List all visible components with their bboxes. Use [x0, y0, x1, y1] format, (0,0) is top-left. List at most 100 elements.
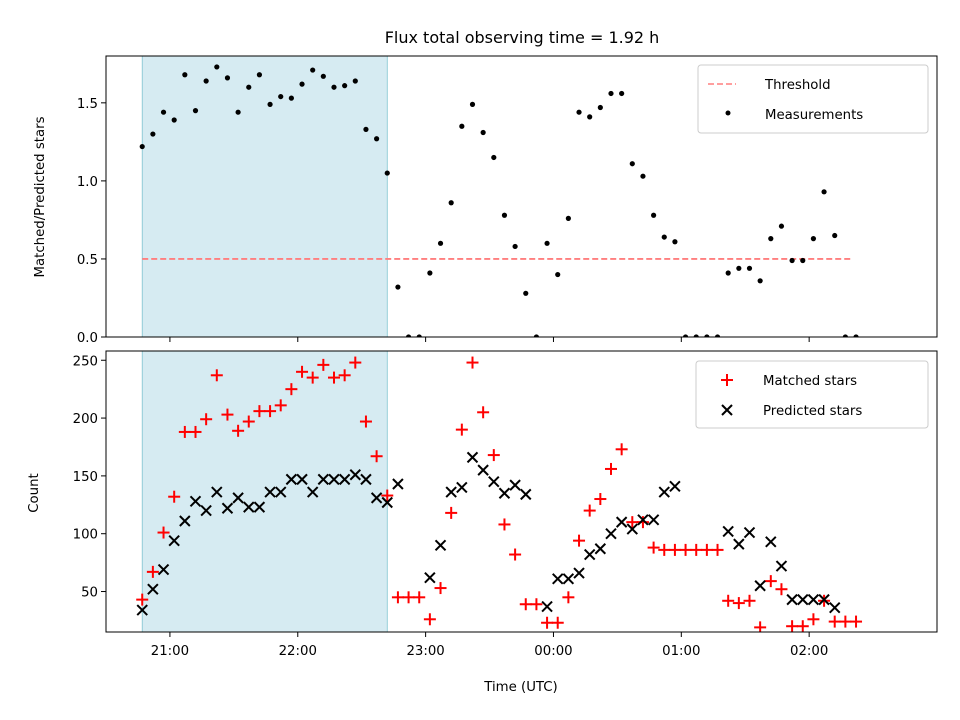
matched-star-marker — [338, 369, 351, 382]
matched-star-marker — [583, 504, 596, 517]
predicted-star-marker — [317, 473, 330, 486]
measurement-point — [693, 334, 699, 337]
matched-star-marker — [359, 415, 372, 428]
predicted-star-marker — [765, 536, 777, 548]
measurement-point — [395, 284, 401, 290]
matched-star-marker — [690, 543, 703, 556]
count-x-ticks: 21:00 22:00 23:00 00:00 01:00 02:00 — [151, 632, 828, 659]
predicted-star-marker — [786, 593, 798, 606]
matched-star-marker — [711, 543, 724, 556]
observing-span-rect — [141, 351, 388, 632]
matched-star-marker — [157, 526, 170, 539]
measurement-point — [342, 83, 348, 89]
count-xtick-label: 21:00 — [151, 644, 189, 659]
measurement-point — [533, 334, 540, 337]
matched-star-marker — [327, 371, 340, 384]
measurement-point — [427, 270, 433, 276]
ratio-y-ticks: 0.0 0.5 1.0 1.5 — [77, 97, 106, 346]
predicted-star-marker — [775, 560, 788, 572]
legend-matched-swatch — [721, 374, 733, 386]
predicted-star-marker — [434, 539, 447, 551]
chart-title: Flux total observing time = 1.92 h — [385, 28, 660, 47]
count-ytick-label: 250 — [73, 354, 98, 369]
predicted-star-marker — [647, 514, 660, 526]
predicted-star-marker — [733, 538, 745, 550]
predicted-star-marker — [669, 480, 681, 493]
matched-star-marker — [487, 449, 500, 462]
measurement-point — [768, 236, 774, 242]
measurement-point — [480, 129, 486, 136]
measurement-points — [139, 64, 859, 337]
measurement-point — [555, 271, 561, 278]
measurement-point — [352, 78, 358, 84]
predicted-star-marker — [722, 525, 734, 538]
matched-star-marker — [391, 591, 404, 604]
predicted-star-marker — [179, 515, 191, 527]
legend-measurements-swatch — [725, 110, 731, 116]
measurement-point — [437, 240, 444, 246]
measurement-point — [320, 73, 326, 79]
matched-star-marker — [306, 371, 319, 384]
measurement-point — [150, 131, 156, 137]
measurement-point — [714, 334, 721, 337]
measurement-point — [523, 290, 529, 296]
count-legend: Matched stars Predicted stars — [695, 360, 929, 429]
predicted-star-marker — [498, 487, 511, 499]
matched-star-marker — [136, 593, 149, 606]
matched-star-marker — [573, 534, 586, 547]
measurement-point — [459, 123, 465, 129]
count-ytick-label: 100 — [73, 528, 98, 543]
predicted-star-marker — [477, 464, 489, 476]
measurement-point — [267, 101, 273, 107]
measurement-point — [299, 81, 305, 87]
measurement-point — [725, 270, 731, 276]
matched-star-marker — [498, 518, 511, 531]
predicted-star-marker — [232, 492, 244, 504]
measurement-point — [288, 95, 294, 101]
legend-predicted-label: Predicted stars — [763, 404, 862, 419]
matched-star-marker — [754, 621, 767, 632]
count-panel: 50 100 150 200 250 21:00 22:00 23:00 00:00 01:00… — [27, 350, 938, 695]
ratio-legend: Threshold Measurements — [697, 64, 929, 134]
ratio-x-ticks — [169, 337, 810, 342]
matched-star-marker — [296, 365, 309, 378]
matched-star-marker — [850, 615, 863, 628]
matched-star-marker — [189, 425, 202, 438]
matched-star-marker — [455, 423, 468, 436]
measurement-point — [246, 84, 252, 90]
matched-star-marker — [509, 548, 522, 561]
ratio-ytick-label: 0.0 — [77, 331, 98, 346]
predicted-star-marker — [456, 481, 468, 494]
matched-star-marker — [775, 583, 788, 596]
matched-star-marker — [317, 358, 330, 371]
matched-star-marker — [221, 408, 234, 421]
count-xtick-label: 02:00 — [790, 644, 828, 659]
legend-predicted-swatch — [721, 404, 733, 416]
measurement-point — [778, 223, 785, 229]
matched-star-marker — [477, 406, 490, 419]
count-xtick-label: 01:00 — [662, 644, 700, 659]
matched-star-marker — [381, 489, 394, 502]
matched-star-marker — [530, 598, 543, 611]
matched-star-marker — [828, 615, 841, 628]
matched-star-marker — [413, 591, 426, 604]
predicted-star-marker — [285, 473, 298, 486]
matched-star-marker — [668, 543, 681, 556]
matched-star-marker — [604, 462, 617, 475]
measurement-point — [682, 334, 689, 337]
observing-span-bottom — [141, 351, 388, 632]
matched-star-marker — [700, 543, 713, 556]
predicted-star-marker — [328, 473, 340, 486]
matched-star-marker — [722, 594, 735, 607]
predicted-star-marker — [360, 473, 372, 486]
predicted-star-marker — [147, 583, 159, 595]
measurement-point — [746, 265, 753, 271]
matched-star-marker — [732, 597, 745, 610]
measurement-point — [256, 72, 263, 78]
predicted-star-marker — [637, 514, 649, 526]
ratio-y-axis-label: Matched/Predicted stars — [33, 116, 48, 277]
predicted-star-marker — [306, 486, 319, 498]
matched-star-marker — [445, 506, 458, 519]
predicted-star-marker — [338, 473, 351, 486]
